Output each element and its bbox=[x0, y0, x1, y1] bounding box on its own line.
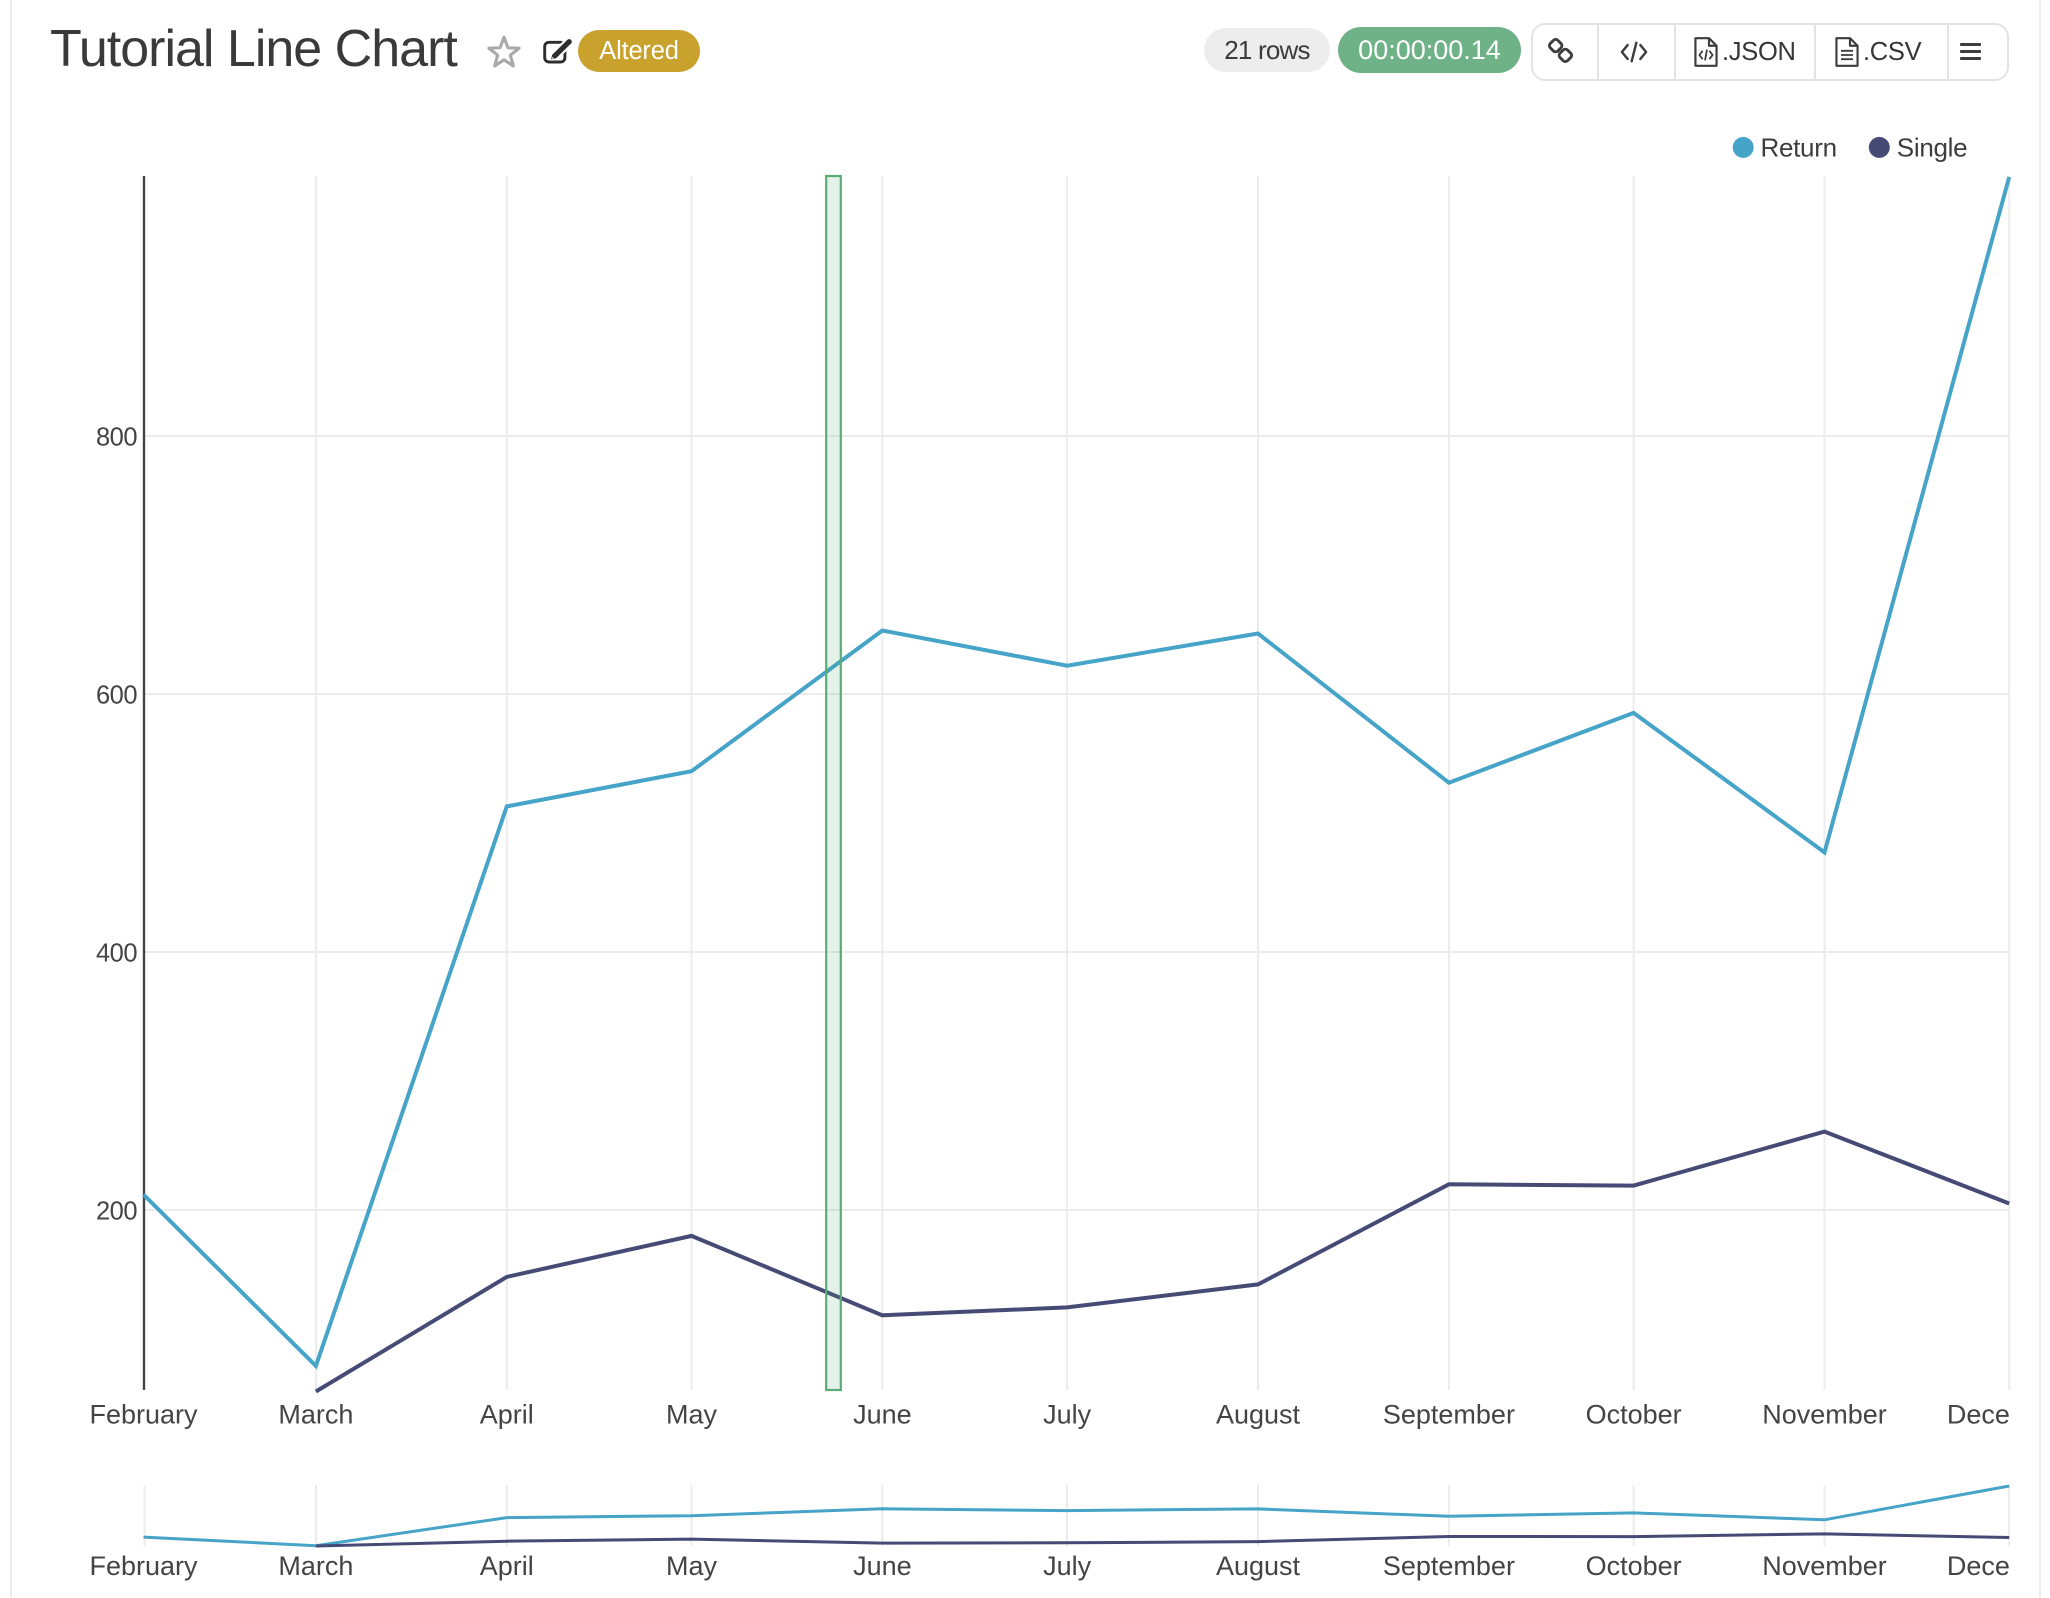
svg-text:July: July bbox=[1043, 1400, 1092, 1430]
svg-text:600: 600 bbox=[96, 681, 137, 709]
svg-text:June: June bbox=[853, 1551, 912, 1581]
svg-text:Return: Return bbox=[1761, 133, 1837, 163]
svg-text:February: February bbox=[89, 1400, 198, 1430]
svg-text:November: November bbox=[1762, 1400, 1887, 1430]
svg-text:September: September bbox=[1383, 1551, 1515, 1581]
svg-text:May: May bbox=[666, 1400, 718, 1430]
svg-text:Single: Single bbox=[1897, 133, 1967, 163]
svg-text:March: March bbox=[278, 1400, 353, 1430]
svg-text:September: September bbox=[1383, 1400, 1515, 1430]
svg-text:April: April bbox=[480, 1551, 534, 1581]
svg-text:April: April bbox=[480, 1400, 534, 1430]
svg-text:December: December bbox=[1947, 1551, 2050, 1581]
svg-text:August: August bbox=[1216, 1400, 1301, 1430]
svg-text:200: 200 bbox=[96, 1197, 137, 1225]
svg-text:March: March bbox=[278, 1551, 353, 1581]
svg-text:800: 800 bbox=[96, 423, 137, 451]
svg-text:400: 400 bbox=[96, 939, 137, 967]
svg-text:May: May bbox=[666, 1551, 718, 1581]
svg-text:December: December bbox=[1947, 1400, 2050, 1430]
svg-text:June: June bbox=[853, 1400, 912, 1430]
svg-text:November: November bbox=[1762, 1551, 1887, 1581]
svg-text:October: October bbox=[1586, 1400, 1682, 1430]
svg-text:October: October bbox=[1586, 1551, 1682, 1581]
svg-text:August: August bbox=[1216, 1551, 1301, 1581]
svg-text:July: July bbox=[1043, 1551, 1092, 1581]
svg-text:February: February bbox=[89, 1551, 198, 1581]
